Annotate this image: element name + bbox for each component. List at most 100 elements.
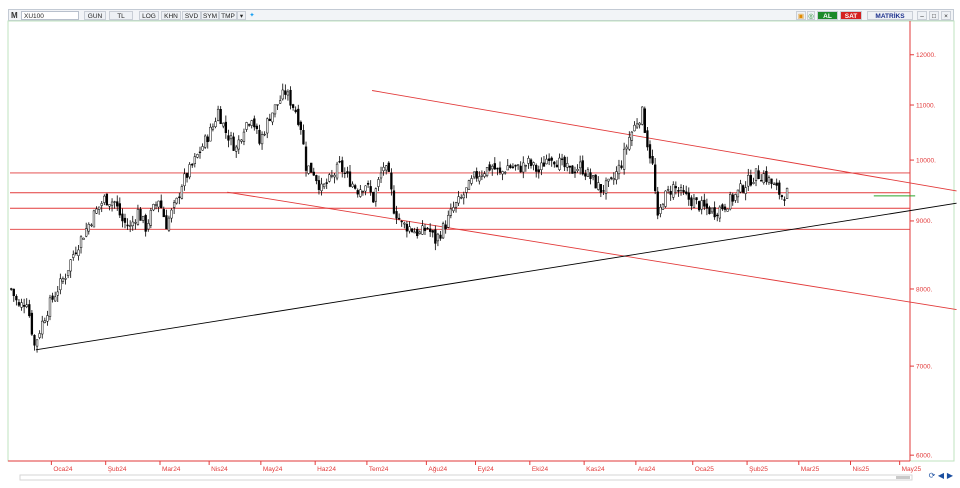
candle-body <box>480 174 484 177</box>
candle-body <box>602 190 605 192</box>
candle-body <box>589 172 592 179</box>
candle-body <box>103 195 106 203</box>
date-tick-label: Nis24 <box>211 466 228 473</box>
candle-body <box>651 156 654 164</box>
scrollbar-track[interactable] <box>19 474 913 481</box>
candle-body <box>767 177 771 184</box>
candle-body <box>511 166 515 168</box>
candle-body <box>498 167 502 173</box>
candle-body <box>540 162 543 171</box>
nav-controls: ⟳ ◀ ▶ <box>928 471 954 481</box>
candle-body <box>460 197 463 199</box>
scrollbar-thumb[interactable] <box>896 476 910 479</box>
candle-body <box>547 158 551 161</box>
candle-body <box>465 187 468 193</box>
candle-body <box>328 174 331 182</box>
candle-body <box>571 165 574 174</box>
log-button[interactable]: LOG <box>139 11 159 20</box>
date-tick-label: Şub24 <box>108 466 127 473</box>
candle-body <box>700 200 703 210</box>
date-tick-label: Mar24 <box>162 466 181 473</box>
khn-button[interactable]: KHN <box>161 11 181 20</box>
candle-body <box>387 162 390 172</box>
candle-body <box>90 224 93 226</box>
close-icon[interactable]: × <box>941 11 951 20</box>
candle-body <box>183 173 186 187</box>
candle-body <box>165 215 168 230</box>
candles <box>10 83 789 353</box>
candle-body <box>470 178 473 184</box>
candle-body <box>126 224 129 227</box>
left-arrow-icon[interactable]: ◀ <box>937 471 945 480</box>
minimize-icon[interactable]: – <box>917 11 927 20</box>
candle-body <box>206 136 209 143</box>
candle-body <box>185 173 189 178</box>
candle-body <box>279 100 282 104</box>
tmp-button[interactable]: TMP <box>219 11 237 20</box>
candle-body <box>64 278 67 280</box>
date-tick-label: Oca25 <box>695 466 715 473</box>
buy-button[interactable]: AL <box>817 11 838 20</box>
candle-body <box>504 172 507 174</box>
sym-button[interactable]: SYM <box>201 11 219 20</box>
candle-body <box>685 191 688 194</box>
currency-button[interactable]: TL <box>109 11 133 20</box>
candle-body <box>576 168 579 172</box>
price-tick-label: 7000. <box>916 363 932 370</box>
candle-body <box>581 160 584 175</box>
candle-body <box>501 171 504 175</box>
candle-body <box>372 191 375 203</box>
candle-body <box>697 201 701 211</box>
candle-body <box>555 164 559 168</box>
candle-body <box>542 162 546 167</box>
symbol-input[interactable]: XU100 <box>21 11 79 20</box>
trend-line <box>371 90 957 192</box>
candle-body <box>441 223 445 239</box>
candle-body <box>113 201 116 203</box>
candle-body <box>661 204 665 210</box>
settings-icon[interactable]: ▣ <box>796 11 806 20</box>
candle-body <box>462 194 465 199</box>
brand-label: MATRİKS <box>867 11 913 20</box>
candle-body <box>338 161 341 163</box>
candle-body <box>229 135 233 140</box>
bird-icon[interactable]: ✦ <box>249 12 255 19</box>
candle-body <box>472 171 476 178</box>
right-arrow-icon[interactable]: ▶ <box>946 471 954 480</box>
maximize-icon[interactable]: □ <box>929 11 939 20</box>
candle-body <box>439 234 442 239</box>
svd-button[interactable]: SVD <box>182 11 201 20</box>
date-axis-ticks: Oca24 Şub24 Mar24 Nis24 May24 Haz24 Tem24 Ağu24… <box>50 461 922 473</box>
candle-body <box>765 170 768 182</box>
candle-body <box>436 233 440 242</box>
candle-body <box>105 193 109 206</box>
candle-body <box>612 178 615 181</box>
candle-body <box>708 207 711 215</box>
caret-down-icon[interactable]: ▾ <box>237 11 246 20</box>
candle-body <box>48 297 52 317</box>
candle-body <box>669 190 672 195</box>
refresh-small-icon[interactable]: ◎ <box>807 11 815 20</box>
date-tick-label: Ara24 <box>638 466 656 473</box>
candle-body <box>240 139 243 142</box>
candle-body <box>426 227 429 230</box>
candle-body <box>74 252 78 254</box>
candle-body <box>59 278 62 291</box>
candle-body <box>524 165 528 167</box>
menu-button[interactable]: M <box>11 11 18 20</box>
candle-body <box>659 207 662 214</box>
candle-body <box>444 224 447 229</box>
candle-body <box>141 215 145 221</box>
candle-body <box>377 179 380 187</box>
candle-body <box>772 183 776 186</box>
candle-body <box>43 320 46 323</box>
period-button[interactable]: GUN <box>84 11 106 20</box>
candle-body <box>599 184 603 193</box>
date-tick-label: May25 <box>902 466 922 473</box>
candle-body <box>757 170 760 180</box>
refresh-icon[interactable]: ⟳ <box>928 471 936 480</box>
sell-button[interactable]: SAT <box>840 11 862 20</box>
candle-body <box>429 228 432 232</box>
candle-body <box>395 211 398 219</box>
